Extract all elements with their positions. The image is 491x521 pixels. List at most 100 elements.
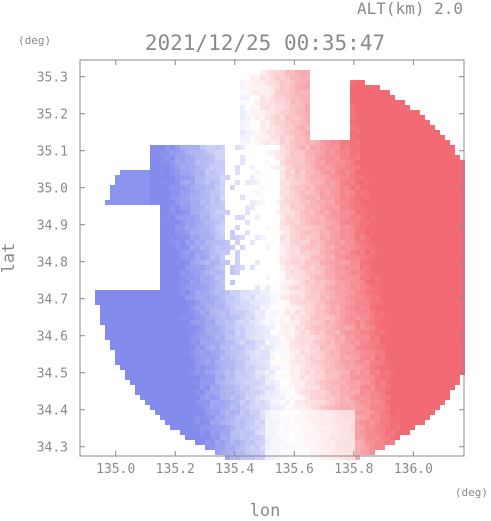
velocity-cell <box>190 195 195 200</box>
velocity-cell <box>230 270 235 275</box>
velocity-cell <box>175 265 180 270</box>
velocity-cell <box>120 325 125 330</box>
velocity-cell <box>380 185 385 190</box>
velocity-cell <box>300 210 305 215</box>
velocity-cell <box>165 290 170 295</box>
velocity-cell <box>375 430 380 435</box>
velocity-cell <box>295 190 300 195</box>
velocity-cell <box>150 165 155 170</box>
velocity-cell <box>210 230 215 235</box>
velocity-cell <box>160 275 165 280</box>
velocity-cell <box>325 165 330 170</box>
velocity-cell <box>410 140 415 145</box>
velocity-cell <box>285 380 290 385</box>
velocity-cell <box>280 250 285 255</box>
velocity-cell <box>235 405 240 410</box>
velocity-cell <box>440 230 445 235</box>
velocity-cell <box>270 80 275 85</box>
velocity-cell <box>220 335 225 340</box>
velocity-cell <box>380 280 385 285</box>
velocity-cell <box>395 270 400 275</box>
velocity-cell <box>105 300 110 305</box>
velocity-cell <box>260 70 265 75</box>
velocity-cell <box>270 305 275 310</box>
velocity-cell <box>405 225 410 230</box>
velocity-cell <box>235 430 240 435</box>
velocity-cell <box>390 175 395 180</box>
velocity-cell <box>115 295 120 300</box>
velocity-cell <box>345 235 350 240</box>
velocity-cell <box>385 200 390 205</box>
velocity-cell <box>225 210 230 215</box>
velocity-cell <box>215 330 220 335</box>
velocity-cell <box>150 365 155 370</box>
velocity-cell <box>305 75 310 80</box>
velocity-cell <box>420 215 425 220</box>
velocity-cell <box>345 185 350 190</box>
velocity-cell <box>440 150 445 155</box>
velocity-cell <box>185 215 190 220</box>
velocity-cell <box>385 440 390 445</box>
velocity-cell <box>365 320 370 325</box>
velocity-cell <box>305 215 310 220</box>
velocity-cell <box>340 320 345 325</box>
velocity-cell <box>300 435 305 440</box>
velocity-cell <box>180 315 185 320</box>
velocity-cell <box>435 305 440 310</box>
velocity-cell <box>160 390 165 395</box>
velocity-cell <box>205 170 210 175</box>
velocity-cell <box>305 165 310 170</box>
velocity-cell <box>210 445 215 450</box>
velocity-cell <box>210 280 215 285</box>
velocity-cell <box>180 385 185 390</box>
velocity-cell <box>200 200 205 205</box>
velocity-cell <box>415 415 420 420</box>
velocity-cell <box>160 240 165 245</box>
velocity-cell <box>430 385 435 390</box>
velocity-cell <box>210 350 215 355</box>
velocity-cell <box>450 320 455 325</box>
velocity-cell <box>435 225 440 230</box>
velocity-cell <box>460 365 465 370</box>
velocity-cell <box>360 125 365 130</box>
velocity-cell <box>445 245 450 250</box>
velocity-cell <box>265 150 270 155</box>
velocity-cell <box>415 190 420 195</box>
velocity-cell <box>195 205 200 210</box>
velocity-cell <box>340 380 345 385</box>
velocity-cell <box>290 95 295 100</box>
velocity-cell <box>230 325 235 330</box>
velocity-cell <box>140 310 145 315</box>
velocity-cell <box>175 370 180 375</box>
velocity-cell <box>405 180 410 185</box>
velocity-cell <box>265 330 270 335</box>
velocity-cell <box>310 440 315 445</box>
velocity-cell <box>380 290 385 295</box>
velocity-cell <box>405 270 410 275</box>
velocity-cell <box>320 335 325 340</box>
velocity-cell <box>425 325 430 330</box>
velocity-cell <box>315 455 320 460</box>
velocity-cell <box>375 415 380 420</box>
velocity-cell <box>340 385 345 390</box>
velocity-cell <box>120 360 125 365</box>
velocity-cell <box>305 170 310 175</box>
velocity-cell <box>190 405 195 410</box>
velocity-cell <box>390 400 395 405</box>
velocity-cell <box>365 410 370 415</box>
velocity-cell <box>255 450 260 455</box>
velocity-cell <box>260 345 265 350</box>
velocity-cell <box>245 420 250 425</box>
velocity-cell <box>385 305 390 310</box>
velocity-cell <box>215 200 220 205</box>
velocity-cell <box>335 165 340 170</box>
velocity-cell <box>440 290 445 295</box>
velocity-cell <box>175 165 180 170</box>
velocity-cell <box>280 340 285 345</box>
velocity-cell <box>265 175 270 180</box>
velocity-cell <box>325 430 330 435</box>
velocity-cell <box>320 235 325 240</box>
velocity-cell <box>270 395 275 400</box>
velocity-cell <box>300 315 305 320</box>
velocity-cell <box>325 450 330 455</box>
